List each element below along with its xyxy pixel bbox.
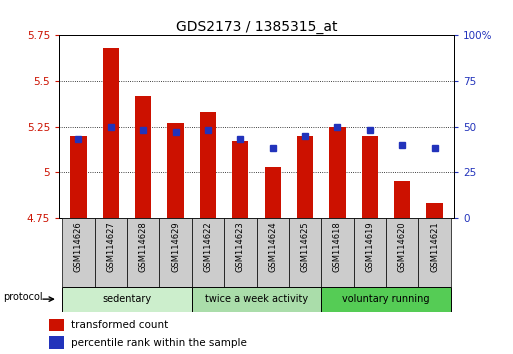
Bar: [289, 218, 321, 287]
Text: GSM114621: GSM114621: [430, 221, 439, 272]
Title: GDS2173 / 1385315_at: GDS2173 / 1385315_at: [176, 21, 337, 34]
Bar: [49, 336, 64, 349]
Text: GSM114620: GSM114620: [398, 221, 407, 272]
Text: GSM114624: GSM114624: [268, 221, 277, 272]
Bar: [386, 218, 419, 287]
Text: voluntary running: voluntary running: [342, 294, 430, 304]
Text: GSM114625: GSM114625: [301, 221, 309, 272]
Bar: [200, 112, 216, 218]
Text: GSM114626: GSM114626: [74, 221, 83, 272]
Bar: [321, 287, 451, 312]
Bar: [297, 136, 313, 218]
Bar: [232, 141, 248, 218]
Bar: [167, 123, 184, 218]
Text: percentile rank within the sample: percentile rank within the sample: [70, 338, 246, 348]
Bar: [62, 287, 192, 312]
Text: GSM114622: GSM114622: [204, 221, 212, 272]
Bar: [135, 96, 151, 218]
Bar: [362, 136, 378, 218]
Text: GSM114623: GSM114623: [236, 221, 245, 272]
Bar: [127, 218, 160, 287]
Bar: [160, 218, 192, 287]
Text: GSM114628: GSM114628: [139, 221, 148, 272]
Bar: [103, 48, 119, 218]
Text: GSM114618: GSM114618: [333, 221, 342, 272]
Bar: [192, 287, 321, 312]
Bar: [426, 203, 443, 218]
Bar: [49, 319, 64, 331]
Bar: [70, 136, 87, 218]
Text: transformed count: transformed count: [70, 320, 168, 330]
Bar: [192, 218, 224, 287]
Bar: [321, 218, 353, 287]
Text: protocol: protocol: [3, 292, 43, 302]
Text: GSM114629: GSM114629: [171, 221, 180, 272]
Bar: [329, 127, 346, 218]
Bar: [94, 218, 127, 287]
Bar: [224, 218, 256, 287]
Text: twice a week activity: twice a week activity: [205, 294, 308, 304]
Bar: [265, 167, 281, 218]
Bar: [62, 218, 94, 287]
Text: GSM114627: GSM114627: [106, 221, 115, 272]
Bar: [394, 181, 410, 218]
Bar: [256, 218, 289, 287]
Bar: [419, 218, 451, 287]
Text: GSM114619: GSM114619: [365, 221, 374, 272]
Text: sedentary: sedentary: [103, 294, 151, 304]
Bar: [353, 218, 386, 287]
